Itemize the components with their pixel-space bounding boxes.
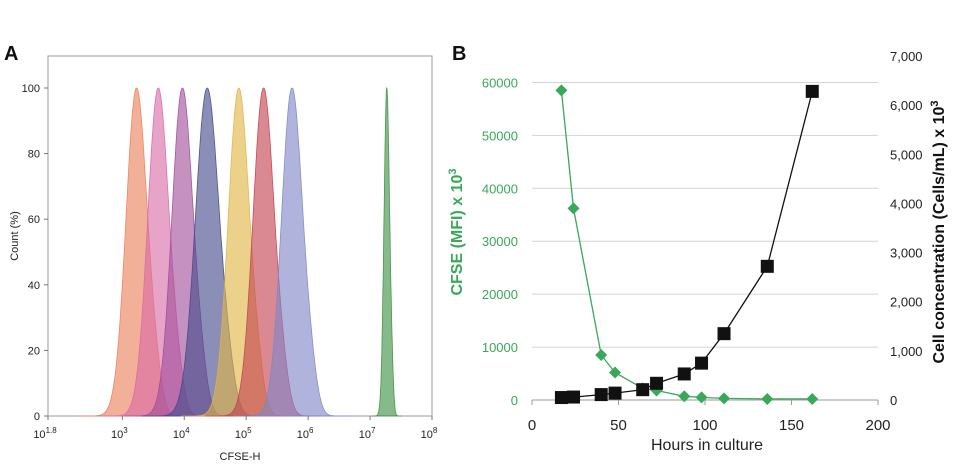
y-right-tick-label: 6,000 — [890, 98, 923, 113]
y-left-axis-label-text: CFSE (MFI) x 10 — [449, 175, 466, 296]
y-right-tick-label: 5,000 — [890, 147, 923, 162]
y-tick-label-a: 100 — [22, 83, 40, 95]
cfse-point — [555, 84, 568, 97]
grid-b — [532, 81, 878, 401]
x-tick-base: 10 — [297, 429, 309, 441]
x-axis-label-a: CFSE-H — [220, 451, 261, 463]
x-axis-ticks-a: 101.8 103 104 105 106 107 108 — [33, 416, 438, 441]
cell-concentration-point — [608, 386, 622, 400]
y-tick-label-a: 40 — [28, 280, 40, 292]
y-right-tick-label: 7,000 — [890, 49, 923, 64]
y-right-tick-label: 4,000 — [890, 196, 923, 211]
y-right-axis-label-text: Cell concentration (Cells/mL) x 10 — [931, 106, 948, 363]
cell-concentration-point — [567, 390, 581, 404]
y-right-axis-label-exponent: 3 — [929, 100, 941, 106]
y-left-tick-label: 30000 — [482, 234, 518, 249]
histogram-areas — [78, 86, 403, 417]
x-tick-exponent: 4 — [185, 426, 190, 435]
y-left-axis-label-exponent: 3 — [447, 168, 459, 174]
y-tick-label-a: 80 — [28, 149, 40, 161]
x-tick-exponent: 8 — [433, 426, 438, 435]
x-tick-label-a: 107 — [359, 426, 376, 441]
x-tick-label-b: 150 — [779, 417, 804, 434]
y-left-tick-label: 10000 — [482, 340, 518, 355]
x-tick-label-b: 200 — [865, 417, 890, 434]
x-tick-base: 10 — [359, 429, 371, 441]
cfse-point — [718, 392, 731, 405]
x-tick-label-b: 0 — [528, 417, 536, 434]
x-tick-label-a: 103 — [111, 426, 128, 441]
cell-concentration-point — [636, 383, 650, 397]
cell-concentration-point — [695, 356, 709, 370]
cell-concentration-point — [805, 84, 819, 98]
y-left-axis-ticks: 0 10000 20000 30000 40000 50000 60000 — [482, 75, 518, 408]
cfse-point — [761, 392, 774, 405]
y-right-axis-ticks: 0 1,000 2,000 3,000 4,000 5,000 6,000 7,000 — [890, 49, 923, 408]
x-tick-exponent: 3 — [123, 426, 128, 435]
cfse-point — [567, 202, 580, 215]
cfse-point — [595, 349, 608, 362]
histogram-peak-8 — [371, 86, 403, 417]
y-right-tick-label: 1,000 — [890, 344, 923, 359]
y-axis-label-a: Count (%) — [9, 211, 21, 261]
histogram-peak-7 — [234, 87, 350, 417]
cell-concentration-point — [650, 376, 664, 390]
cfse-point — [678, 390, 691, 403]
cfse-point — [609, 366, 622, 379]
cell-concentration-point — [594, 388, 608, 402]
x-tick-label-a: 105 — [235, 426, 252, 441]
x-axis-label-b: Hours in culture — [651, 437, 763, 454]
x-tick-label-a: 108 — [421, 426, 438, 441]
x-tick-base: 10 — [33, 429, 45, 441]
y-left-tick-label: 60000 — [482, 75, 518, 90]
y-tick-label-a: 0 — [34, 411, 40, 423]
x-tick-exponent: 1.8 — [46, 426, 58, 435]
y-right-axis-label: Cell concentration (Cells/mL) x 103 — [929, 100, 948, 363]
y-tick-label-a: 60 — [28, 214, 40, 226]
x-axis-ticks-b: 0 50 100 150 200 — [528, 400, 891, 434]
x-tick-base: 10 — [173, 429, 185, 441]
line-series — [554, 84, 819, 405]
x-tick-label-a: 104 — [173, 426, 190, 441]
cell-concentration-point — [760, 259, 774, 273]
x-tick-label-a: 101.8 — [33, 426, 57, 441]
x-tick-label-b: 50 — [610, 417, 627, 434]
y-right-tick-label: 0 — [890, 393, 897, 408]
y-tick-label-a: 20 — [28, 345, 40, 357]
panel-b: B 0 10000 20000 30000 40000 50000 60000 0 1,000… — [447, 43, 948, 454]
x-tick-exponent: 6 — [309, 426, 314, 435]
cfse-point — [806, 392, 819, 405]
panel-a-letter: A — [4, 43, 18, 65]
cell-concentration-point — [717, 327, 731, 341]
cfse-point — [695, 391, 708, 404]
y-left-tick-label: 50000 — [482, 128, 518, 143]
x-tick-label-a: 106 — [297, 426, 314, 441]
x-tick-label-b: 100 — [692, 417, 717, 434]
x-tick-exponent: 5 — [247, 426, 252, 435]
x-tick-base: 10 — [421, 429, 433, 441]
y-left-axis-label: CFSE (MFI) x 103 — [447, 168, 466, 295]
x-tick-exponent: 7 — [371, 426, 376, 435]
y-left-tick-label: 0 — [511, 393, 518, 408]
y-left-tick-label: 40000 — [482, 181, 518, 196]
cell-concentration-point — [554, 391, 568, 405]
panel-b-letter: B — [452, 43, 466, 65]
y-right-tick-label: 3,000 — [890, 246, 923, 261]
y-axis-ticks-a: 0 20 40 60 80 100 — [22, 83, 48, 423]
y-left-tick-label: 20000 — [482, 287, 518, 302]
cell-concentration-point — [677, 367, 691, 381]
x-tick-base: 10 — [235, 429, 247, 441]
y-right-tick-label: 2,000 — [890, 295, 923, 310]
x-tick-base: 10 — [111, 429, 123, 441]
